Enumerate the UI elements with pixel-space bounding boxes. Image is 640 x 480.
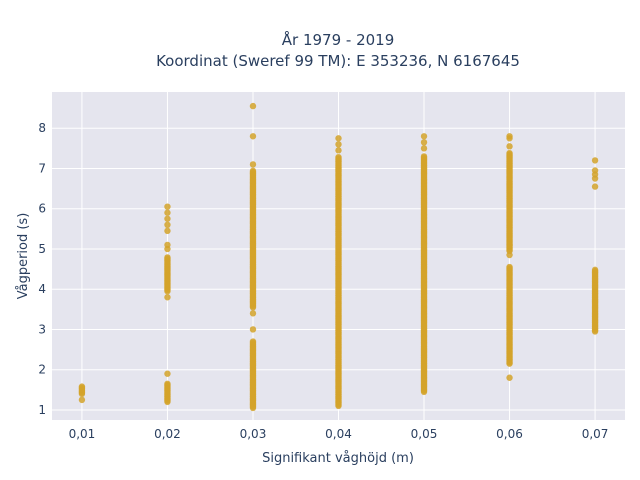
- y-tick-label: 4: [38, 282, 46, 296]
- data-point: [164, 294, 171, 301]
- data-point: [506, 251, 513, 259]
- y-axis-ticks: 1 2 3 4 5 6 7 8: [38, 121, 46, 417]
- data-point: [249, 102, 257, 110]
- data-point: [335, 141, 342, 148]
- data-point: [335, 135, 342, 142]
- data-point: [506, 133, 513, 140]
- data-point: [591, 183, 599, 190]
- data-point: [164, 241, 171, 249]
- data-point: [78, 396, 86, 404]
- data-point: [249, 167, 257, 175]
- x-axis-title: Signifikant våghöjd (m): [262, 451, 414, 466]
- data-point: [506, 143, 513, 150]
- chart-title-line-1: År 1979 - 2019: [282, 30, 395, 49]
- data-point: [506, 241, 513, 249]
- data-point: [506, 263, 513, 271]
- data-point: [164, 380, 171, 387]
- data-point: [164, 370, 171, 377]
- data-point: [591, 266, 599, 274]
- data-point: [249, 310, 257, 317]
- data-point: [420, 145, 428, 152]
- data-point: [164, 203, 171, 210]
- x-tick-label: 0,02: [154, 427, 181, 441]
- y-tick-label: 5: [38, 242, 46, 256]
- data-point: [249, 338, 257, 345]
- data-points: [78, 102, 599, 412]
- y-axis-title: Vågperiod (s): [16, 213, 31, 300]
- data-point: [164, 215, 171, 222]
- data-point: [335, 153, 342, 161]
- chart-title-line-2: Koordinat (Sweref 99 TM): E 353236, N 61…: [156, 52, 520, 70]
- data-point: [164, 209, 171, 216]
- y-tick-label: 8: [38, 121, 46, 135]
- data-point: [591, 167, 599, 174]
- data-point: [78, 383, 86, 390]
- data-point: [420, 139, 428, 146]
- y-tick-label: 7: [38, 161, 46, 175]
- data-point: [164, 221, 171, 229]
- y-tick-label: 2: [38, 363, 46, 377]
- data-point: [249, 161, 257, 168]
- data-point: [506, 149, 513, 157]
- data-point: [420, 153, 428, 160]
- x-axis-ticks: 0,01 0,02 0,03 0,04 0,05 0,06 0,07: [69, 427, 609, 441]
- data-point: [506, 374, 513, 381]
- x-tick-label: 0,07: [582, 427, 609, 441]
- x-tick-label: 0,06: [496, 427, 523, 441]
- data-point: [420, 133, 428, 140]
- x-tick-label: 0,03: [240, 427, 267, 441]
- x-tick-label: 0,04: [325, 427, 352, 441]
- data-point: [591, 157, 599, 164]
- y-tick-label: 6: [38, 202, 46, 216]
- x-tick-label: 0,05: [411, 427, 438, 441]
- y-tick-label: 1: [38, 403, 46, 417]
- x-tick-label: 0,01: [69, 427, 96, 441]
- y-tick-label: 3: [38, 322, 46, 336]
- data-point: [164, 254, 171, 261]
- data-point: [335, 147, 342, 154]
- data-point: [249, 133, 257, 140]
- data-point: [249, 326, 257, 333]
- data-point: [164, 227, 171, 235]
